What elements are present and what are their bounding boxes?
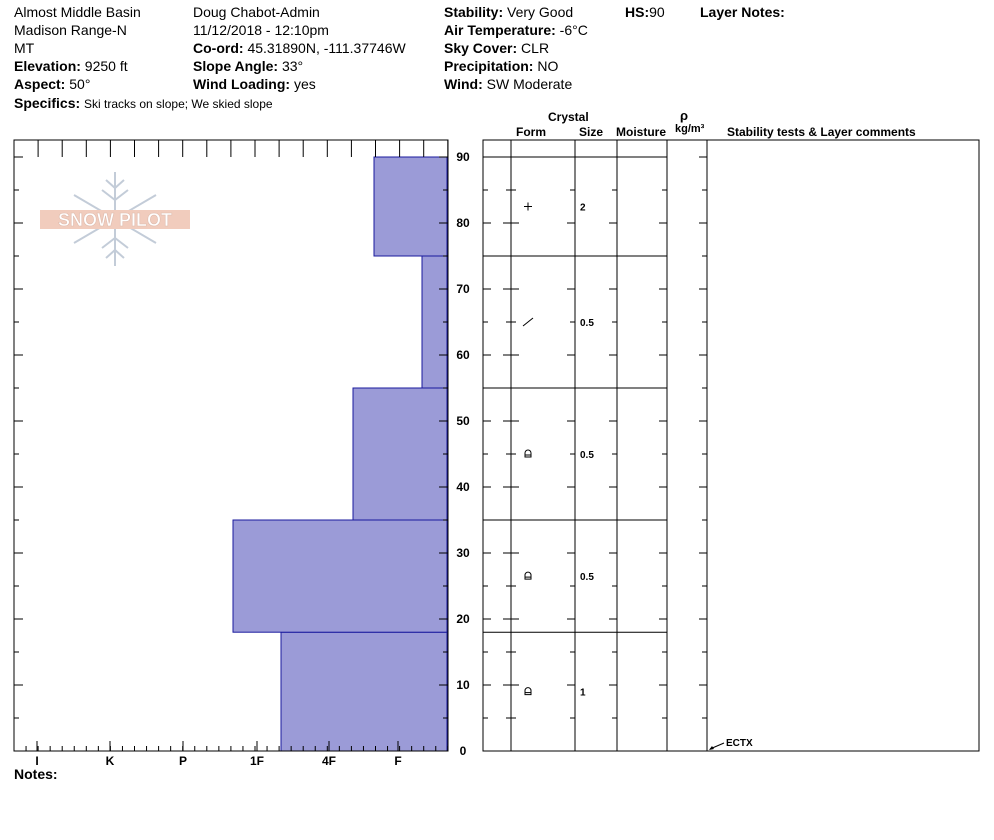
- hardness-bar-4: [373, 156, 448, 257]
- layer-size-3: 0.5: [580, 318, 594, 329]
- sky-cover-value: CLR: [521, 40, 550, 56]
- range-name: Madison Range-N: [14, 22, 127, 38]
- observation-datetime: 11/12/2018 - 12:10pm: [193, 22, 329, 38]
- x-tick-label: K: [106, 754, 115, 768]
- stability-field: Stability: Very Good: [444, 3, 573, 21]
- elevation-value: 9250 ft: [84, 58, 128, 74]
- layer-size-1: 0.5: [580, 572, 594, 583]
- x-tick-label: P: [179, 754, 187, 768]
- hardness-bar-2: [352, 387, 448, 521]
- layer-size-0: 1: [580, 688, 586, 699]
- x-tick-label: 4F: [322, 754, 336, 768]
- crystal-precip-icon: [524, 202, 532, 211]
- form-header: Form: [516, 125, 546, 139]
- air-temp-label: Air Temperature:: [444, 22, 556, 38]
- aspect-label: Aspect:: [14, 76, 66, 92]
- y-tick-label: 60: [456, 348, 470, 362]
- location-name: Almost Middle Basin: [14, 4, 141, 20]
- wind-value: SW Moderate: [486, 76, 573, 92]
- y-tick-label: 10: [456, 678, 470, 692]
- specifics-field: Specifics: Ski tracks on slope; We skied…: [14, 94, 273, 113]
- density-unit-header: kg/m³: [675, 123, 705, 135]
- precipitation-field: Precipitation: NO: [444, 57, 558, 75]
- crystal-rounded-icon: [524, 687, 532, 696]
- wind-field: Wind: SW Moderate: [444, 75, 572, 93]
- observer-name: Doug Chabot-Admin: [193, 4, 320, 20]
- crystal-decomposing-icon: [522, 317, 534, 327]
- aspect-field: Aspect: 50°: [14, 75, 90, 93]
- stability-test-label-0: ECTX: [726, 738, 753, 749]
- y-tick-label: 30: [456, 546, 470, 560]
- hs-value: 90: [649, 4, 665, 20]
- layer-notes-label: Layer Notes:: [700, 4, 785, 20]
- coord-value: 45.31890N, -111.37746W: [247, 40, 406, 56]
- x-tick-label: F: [394, 754, 401, 768]
- wind-loading-label: Wind Loading:: [193, 76, 291, 92]
- arrow-icon: [709, 746, 714, 750]
- wind-loading-value: yes: [293, 76, 316, 92]
- layer-size-4: 2: [580, 203, 586, 214]
- crystal-rounded-icon: [524, 449, 532, 458]
- moisture-header: Moisture: [616, 125, 667, 139]
- hs-field: HS:90: [625, 3, 665, 21]
- hs-label: HS:: [625, 4, 650, 20]
- y-tick-label: 40: [456, 480, 470, 494]
- x-tick-label: I: [35, 754, 38, 768]
- elevation-field: Elevation: 9250 ft: [14, 57, 128, 75]
- coord-label: Co-ord:: [193, 40, 244, 56]
- state-name: MT: [14, 40, 35, 56]
- wind-label: Wind:: [444, 76, 483, 92]
- sky-cover-field: Sky Cover: CLR: [444, 39, 549, 57]
- precipitation-label: Precipitation:: [444, 58, 534, 74]
- notes-label: Notes:: [14, 766, 58, 782]
- crystal-rounded-icon: [524, 571, 532, 580]
- logo-text: SNOW PILOT: [58, 210, 172, 230]
- y-tick-label: 50: [456, 414, 470, 428]
- height-axis-labels: 0 10 20 30 40 50 60 70 80 90: [456, 150, 470, 758]
- crystal-header: Crystal: [548, 110, 589, 124]
- table-height-ticks: [483, 156, 707, 752]
- specifics-label: Specifics:: [14, 95, 81, 111]
- stability-label: Stability:: [444, 4, 504, 20]
- y-tick-label: 70: [456, 282, 470, 296]
- hardness-ticks: [13, 140, 449, 752]
- layer-rows: 1 0.5 0.5 0.5 2: [483, 156, 667, 699]
- snowpilot-logo: SNOW PILOT: [40, 172, 190, 266]
- x-tick-label: 1F: [250, 754, 264, 768]
- y-tick-label: 90: [456, 150, 470, 164]
- hardness-bar-0: [280, 631, 448, 752]
- sky-cover-label: Sky Cover:: [444, 40, 518, 56]
- stability-value: Very Good: [507, 4, 574, 20]
- coord-field: Co-ord: 45.31890N, -111.37746W: [193, 39, 406, 57]
- size-header: Size: [579, 125, 604, 139]
- stability-comments-header: Stability tests & Layer comments: [727, 125, 916, 139]
- logo-band: [40, 210, 190, 229]
- hardness-axis-labels: I K P 1F 4F F: [35, 754, 401, 768]
- y-tick-label: 20: [456, 612, 470, 626]
- slope-angle-label: Slope Angle:: [193, 58, 279, 74]
- precipitation-value: NO: [537, 58, 559, 74]
- air-temp-field: Air Temperature: -6°C: [444, 21, 588, 39]
- layer-size-2: 0.5: [580, 450, 594, 461]
- air-temp-value: -6°C: [559, 22, 588, 38]
- stability-tests: ECTX: [709, 738, 753, 750]
- rho-header: ρ: [680, 108, 689, 123]
- y-tick-label: 80: [456, 216, 470, 230]
- y-tick-label: 0: [460, 744, 467, 758]
- elevation-label: Elevation:: [14, 58, 81, 74]
- slope-angle-value: 33°: [281, 58, 304, 74]
- layer-table-frame: [482, 139, 980, 752]
- wind-loading-field: Wind Loading: yes: [193, 75, 316, 93]
- slope-angle-field: Slope Angle: 33°: [193, 57, 303, 75]
- hardness-bar-1: [232, 519, 448, 633]
- specifics-value: Ski tracks on slope; We skied slope: [84, 97, 273, 111]
- aspect-value: 50°: [69, 76, 91, 92]
- hardness-bars: [232, 156, 448, 752]
